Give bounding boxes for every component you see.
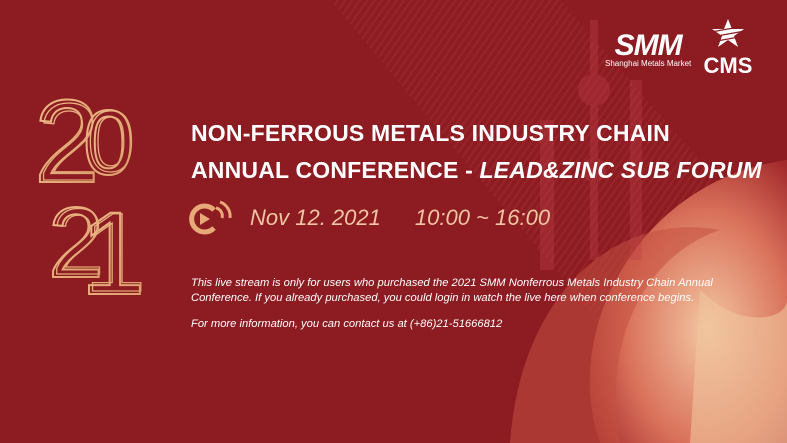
star-icon <box>710 19 746 47</box>
svg-text:2: 2 <box>38 81 99 204</box>
city-skyline <box>540 20 642 270</box>
svg-text:1: 1 <box>84 190 146 315</box>
svg-text:2: 2 <box>48 187 104 299</box>
event-date: Nov 12. 2021 <box>250 205 381 230</box>
access-notice: This live stream is only for users who p… <box>191 277 713 304</box>
svg-text:1: 1 <box>80 188 146 320</box>
live-stream-icon <box>189 200 232 235</box>
contact-info: For more information, you can contact us… <box>191 318 503 330</box>
event-time: 10:00 ~ 16:00 <box>414 205 551 230</box>
smm-logo: SMM Shanghai Metals Market <box>605 29 692 69</box>
conference-title: NON-FERROUS METALS INDUSTRY CHAIN ANNUAL… <box>191 120 762 183</box>
svg-text:0: 0 <box>87 94 135 190</box>
svg-text:2: 2 <box>52 189 104 294</box>
year-2021-graphic: 2 0 2 1 <box>33 75 147 321</box>
svg-text:0: 0 <box>83 92 134 194</box>
event-datetime: Nov 12. 2021 10:00 ~ 16:00 <box>250 205 584 231</box>
cms-logo: CMS <box>703 18 753 77</box>
svg-text:2: 2 <box>34 76 100 208</box>
